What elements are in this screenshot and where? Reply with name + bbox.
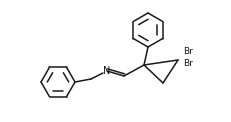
Text: Br: Br xyxy=(183,47,193,56)
Text: Br: Br xyxy=(183,60,193,68)
Text: N: N xyxy=(103,66,111,76)
